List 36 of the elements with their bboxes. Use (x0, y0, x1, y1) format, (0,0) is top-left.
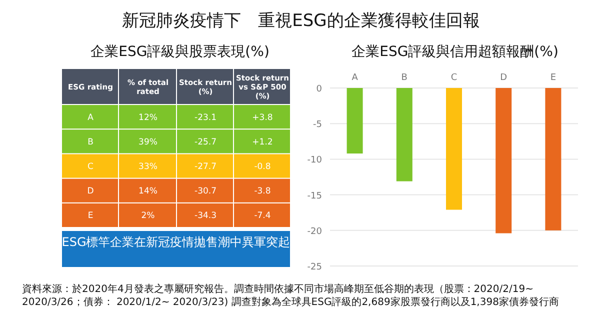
text: C (88, 162, 94, 172)
x-tick-label: D (500, 73, 508, 83)
y-tick-label: -10 (307, 156, 322, 166)
text: -0.8 (254, 162, 271, 172)
text: -3.8 (254, 186, 271, 197)
text: -27.7 (194, 162, 216, 172)
text: E (88, 211, 94, 222)
y-tick-label: 0 (316, 84, 322, 94)
text: D (87, 186, 94, 197)
text: 14% (138, 186, 158, 197)
text: 12% (138, 112, 158, 123)
text: B (88, 137, 94, 148)
text: A (88, 112, 94, 123)
x-tick-label: B (401, 73, 408, 83)
text: 新冠肺炎疫情下 重視ESG的企業獲得較佳回報 (122, 11, 480, 31)
source-note: 資料來源：於2020年4月發表之專屬研究報告。調查時間依據不同市場高峰期至低谷期的表現（股票：2020/2/19~ 2020/3/26；債券： 2020/1/2~ 2020/3/23) 調查對象為全球具ESG評級的2,689家股票發行商以及1,398家債券發行商 (22, 283, 560, 309)
x-tick-label: E (550, 73, 556, 83)
text: 企業ESG評級與股票表現(%) (90, 44, 270, 60)
text: 2% (141, 211, 155, 222)
text: 33% (138, 162, 158, 172)
text: -25.7 (194, 137, 216, 148)
text: +3.8 (252, 112, 273, 123)
x-tick-label: A (352, 73, 359, 83)
y-tick-label: -25 (307, 262, 322, 272)
y-tick-label: -15 (307, 191, 322, 202)
text: +1.2 (252, 137, 273, 148)
chart-title: 企業ESG評級與信用超額報酬(%) (352, 44, 558, 60)
text: -7.4 (254, 211, 271, 222)
text: -30.7 (194, 186, 216, 197)
text: ESG標竿企業在新冠疫情拋售潮中異軍突起 (62, 235, 290, 249)
y-tick-label: -20 (307, 226, 322, 237)
x-tick-label: C (450, 73, 458, 83)
y-tick-label: -5 (313, 120, 322, 130)
text: -34.3 (194, 211, 216, 222)
text: 39% (138, 137, 158, 148)
text: -23.1 (194, 112, 216, 123)
